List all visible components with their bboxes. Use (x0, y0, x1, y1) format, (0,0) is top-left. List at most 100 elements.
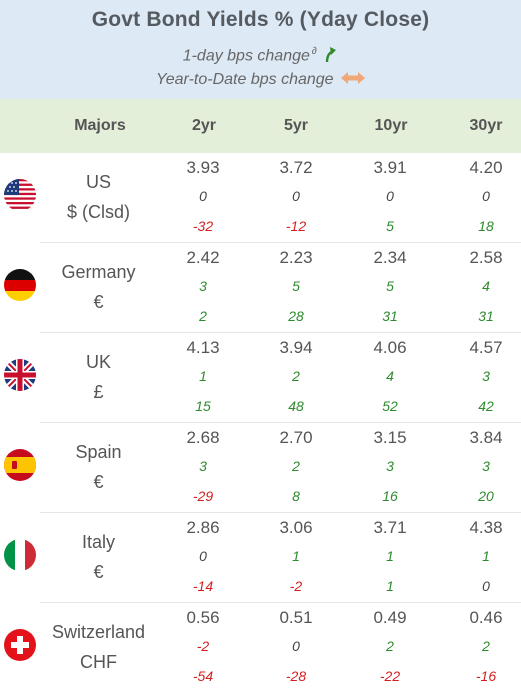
yield-value: 0.56 (186, 608, 220, 627)
ytd-change-value: 2 (199, 308, 207, 324)
row-divider (40, 512, 521, 513)
daily-change-value: 3 (199, 278, 207, 294)
country-name: UK (85, 352, 111, 372)
daily-change-value: 3 (482, 368, 490, 384)
ytd-change-value: -12 (285, 218, 307, 234)
daily-change-value: 2 (386, 638, 394, 654)
daily-change-value: 1 (199, 368, 207, 384)
ytd-change-value: 5 (386, 218, 394, 234)
row-divider (40, 242, 521, 243)
yield-value: 2.58 (469, 248, 503, 267)
daily-change-value: 0 (386, 188, 394, 204)
ytd-change-value: 8 (292, 488, 300, 504)
country-name: Switzerland (51, 622, 146, 642)
daily-change-value: 2 (292, 458, 300, 474)
ytd-change-value: 0 (482, 578, 490, 594)
currency-label: $ (Clsd) (66, 202, 130, 222)
currency-label: £ (93, 382, 104, 402)
legend-ytd: Year-to-Date bps change (0, 71, 521, 89)
header-panel: Govt Bond Yields % (Yday Close) 1-day bp… (0, 0, 521, 99)
ytd-change-value: 31 (382, 308, 398, 324)
country-name: Germany (61, 262, 136, 282)
us-flag-icon (4, 179, 36, 211)
ytd-change-value: -22 (379, 668, 401, 684)
table-row: UK £4.13 1 15 3.94 2 48 4.06 4 52 4.57 3 42 (0, 333, 521, 423)
italy-flag-icon (4, 539, 36, 571)
yield-value: 2.42 (186, 248, 220, 267)
yield-value: 0.51 (279, 608, 313, 627)
legend-daily-label: 1-day bps change (182, 47, 310, 65)
yield-value: 3.84 (469, 428, 503, 447)
daily-change-value: 0 (199, 188, 207, 204)
table-row: Switzerland CHF 0.56 -2 -54 0.51 0 -28 0.49 2 -22 0… (0, 603, 521, 690)
yield-value: 3.91 (373, 158, 407, 177)
ytd-change-value: 16 (382, 488, 398, 504)
ytd-change-value: 28 (288, 308, 304, 324)
ytd-change-value: -32 (192, 218, 214, 234)
curved-arrow-up-icon (324, 45, 338, 68)
yield-value: 2.68 (186, 428, 220, 447)
row-divider (40, 332, 521, 333)
yield-value: 0.49 (373, 608, 407, 627)
daily-change-value: 5 (292, 278, 300, 294)
column-header-row: Majors 2yr 5yr 10yr 30yr (0, 99, 521, 153)
column-header-10yr: 10yr (374, 117, 408, 134)
legend-daily-mark: ∂ (311, 46, 317, 58)
ytd-change-value: 48 (288, 398, 304, 414)
yield-value: 4.57 (469, 338, 503, 357)
spain-flag-icon (4, 449, 36, 481)
ytd-change-value: -16 (475, 668, 497, 684)
currency-label: € (93, 292, 104, 312)
column-header-2yr: 2yr (191, 117, 217, 134)
table-row: Italy €2.86 0 -14 3.06 1 -2 3.71 1 1 4.38 1 0 (0, 513, 521, 603)
yield-value: 3.94 (279, 338, 313, 357)
ytd-change-value: -2 (289, 578, 303, 594)
daily-change-value: 0 (292, 188, 300, 204)
daily-change-value: 4 (482, 278, 490, 294)
row-divider (40, 422, 521, 423)
daily-change-value: 2 (292, 368, 300, 384)
table-row: US $ (Clsd) 3.93 0 -32 3.72 0 -12 3.91 0 5 4.20 0 18 (0, 153, 521, 243)
page-title: Govt Bond Yields % (Yday Close) (91, 8, 430, 31)
yield-value: 3.71 (373, 518, 407, 537)
yield-value: 4.06 (373, 338, 407, 357)
column-header-5yr: 5yr (283, 117, 309, 134)
switzerland-flag-icon (4, 629, 36, 661)
yield-value: 4.13 (186, 338, 220, 357)
yield-value: 2.34 (373, 248, 407, 267)
ytd-change-value: 20 (478, 488, 494, 504)
yield-value: 4.38 (469, 518, 503, 537)
daily-change-value: 1 (292, 548, 300, 564)
ytd-change-value: -54 (192, 668, 214, 684)
daily-change-value: 0 (482, 188, 490, 204)
daily-change-value: 3 (386, 458, 394, 474)
yield-value: 3.15 (373, 428, 407, 447)
ytd-change-value: 18 (478, 218, 494, 234)
row-divider (40, 602, 521, 603)
ytd-change-value: 52 (382, 398, 398, 414)
germany-flag-icon (4, 269, 36, 301)
uk-flag-icon (4, 359, 36, 391)
yield-value: 2.86 (186, 518, 220, 537)
table-row: Spain €2.68 3 -29 2.70 2 8 3.15 3 16 3.84 3 20 (0, 423, 521, 513)
country-name: Italy (81, 532, 115, 552)
legend-ytd-label: Year-to-Date bps change (155, 71, 334, 89)
yield-value: 3.93 (186, 158, 220, 177)
ytd-change-value: -28 (285, 668, 307, 684)
daily-change-value: 1 (386, 548, 394, 564)
daily-change-value: 3 (482, 458, 490, 474)
yield-value: 2.70 (279, 428, 313, 447)
ytd-change-value: 42 (478, 398, 494, 414)
daily-change-value: 5 (386, 278, 394, 294)
yield-value: 2.23 (279, 248, 313, 267)
ytd-change-value: 31 (478, 308, 494, 324)
daily-change-value: 0 (199, 548, 207, 564)
daily-change-value: 3 (199, 458, 207, 474)
column-header-30yr: 30yr (469, 117, 503, 134)
legend-daily: 1-day bps change ∂ (0, 45, 521, 68)
table-row: Germany €2.42 3 2 2.23 5 28 2.34 5 31 2.58 4 31 (0, 243, 521, 333)
currency-label: € (93, 472, 104, 492)
ytd-change-value: -29 (192, 488, 214, 504)
daily-change-value: 4 (386, 368, 394, 384)
double-arrow-icon (341, 71, 366, 89)
